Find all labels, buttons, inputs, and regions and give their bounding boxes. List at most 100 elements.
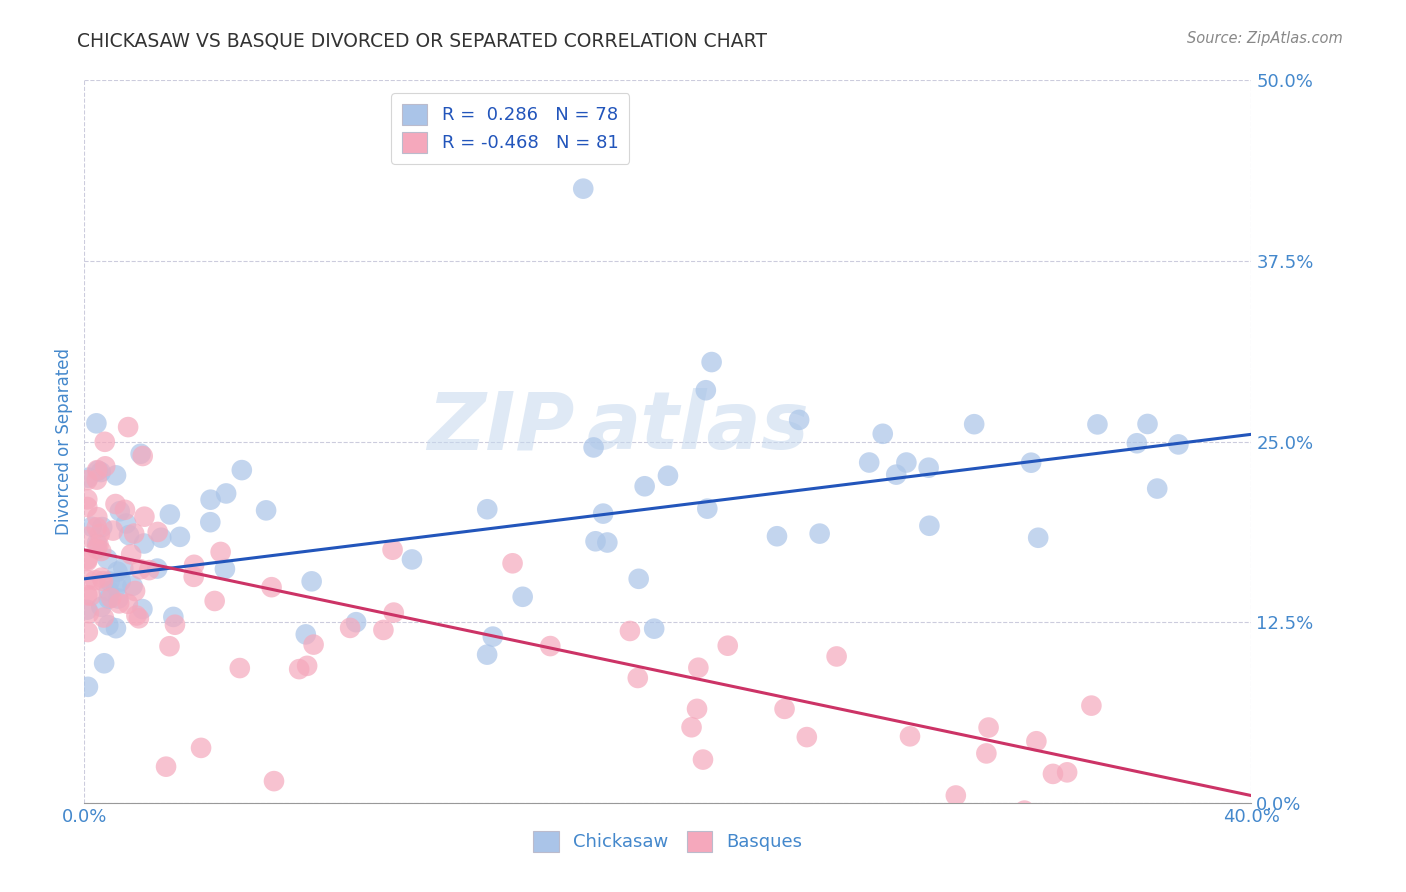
Point <box>138 563 160 577</box>
Point <box>90 465 112 479</box>
Point <box>302 638 325 652</box>
Point <box>86 473 108 487</box>
Point <box>105 580 128 594</box>
Text: atlas: atlas <box>586 388 808 467</box>
Point <box>260 580 283 594</box>
Point <box>976 747 998 761</box>
Point <box>681 720 703 734</box>
Point <box>200 492 222 507</box>
Point <box>695 383 717 397</box>
Legend: R =  0.286   N = 78, R = -0.468   N = 81: R = 0.286 N = 78, R = -0.468 N = 81 <box>391 93 630 163</box>
Point <box>97 591 120 606</box>
Point <box>700 355 723 369</box>
Point <box>100 591 122 605</box>
Point <box>627 671 650 685</box>
Point <box>301 574 323 589</box>
Point <box>150 531 173 545</box>
Point <box>104 621 127 635</box>
Point <box>131 602 153 616</box>
Point <box>1126 436 1149 450</box>
Point <box>896 456 918 470</box>
Point <box>1042 767 1064 781</box>
Point <box>190 740 212 755</box>
Point <box>1014 804 1036 818</box>
Point <box>294 627 316 641</box>
Point <box>134 509 156 524</box>
Point <box>502 556 524 570</box>
Point <box>128 611 150 625</box>
Point <box>91 520 114 534</box>
Point <box>107 591 129 606</box>
Point <box>146 561 169 575</box>
Point <box>87 538 110 552</box>
Point <box>183 570 205 584</box>
Point <box>114 503 136 517</box>
Point <box>1136 417 1159 431</box>
Point <box>229 661 252 675</box>
Point <box>619 624 641 638</box>
Point <box>118 528 141 542</box>
Point <box>86 510 108 524</box>
Point <box>98 574 121 589</box>
Point <box>84 573 107 587</box>
Point <box>1146 482 1168 496</box>
Point <box>155 760 177 774</box>
Point <box>773 702 796 716</box>
Point <box>475 648 498 662</box>
Point <box>76 573 98 587</box>
Point <box>200 515 222 529</box>
Point <box>129 447 152 461</box>
Point <box>91 574 114 588</box>
Point <box>917 460 939 475</box>
Point <box>288 662 311 676</box>
Point <box>796 730 818 744</box>
Text: Source: ZipAtlas.com: Source: ZipAtlas.com <box>1187 31 1343 46</box>
Point <box>97 618 120 632</box>
Point <box>90 544 112 558</box>
Point <box>382 606 405 620</box>
Point <box>125 608 148 623</box>
Point <box>115 516 138 531</box>
Point <box>717 639 740 653</box>
Point <box>124 584 146 599</box>
Point <box>977 721 1000 735</box>
Point <box>585 534 607 549</box>
Point <box>76 552 98 566</box>
Point <box>86 520 108 534</box>
Point <box>401 552 423 566</box>
Point <box>108 504 131 518</box>
Point <box>688 661 710 675</box>
Point <box>884 467 907 482</box>
Point <box>76 473 98 487</box>
Point <box>1080 698 1102 713</box>
Point <box>215 486 238 500</box>
Point <box>90 571 112 585</box>
Point <box>96 552 118 566</box>
Point <box>159 508 181 522</box>
Point <box>582 441 605 455</box>
Point <box>93 610 115 624</box>
Point <box>93 657 115 671</box>
Point <box>898 729 921 743</box>
Point <box>592 507 614 521</box>
Point <box>512 590 534 604</box>
Point <box>209 545 232 559</box>
Point <box>76 554 98 568</box>
Point <box>858 456 880 470</box>
Point <box>204 594 226 608</box>
Point <box>159 639 181 653</box>
Point <box>86 417 108 431</box>
Point <box>686 702 709 716</box>
Point <box>657 468 679 483</box>
Point <box>76 588 98 602</box>
Point <box>263 774 285 789</box>
Point <box>94 459 117 474</box>
Point <box>89 526 111 541</box>
Point <box>110 574 132 589</box>
Point <box>94 434 117 449</box>
Point <box>112 561 135 575</box>
Point <box>643 622 665 636</box>
Point <box>538 639 561 653</box>
Point <box>1025 734 1047 748</box>
Point <box>872 426 894 441</box>
